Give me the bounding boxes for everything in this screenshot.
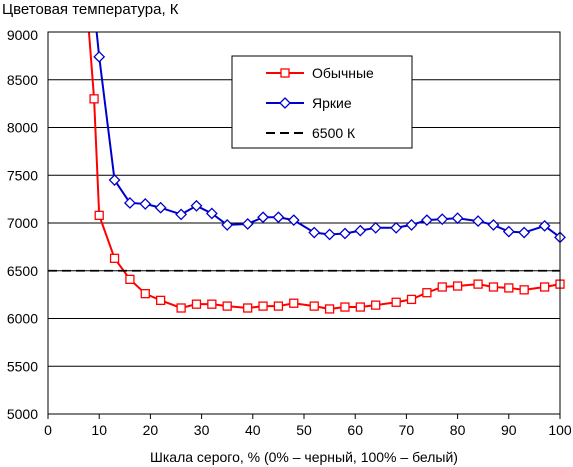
data-point bbox=[406, 294, 417, 305]
data-point bbox=[504, 283, 514, 293]
x-tick-label: 100 bbox=[548, 422, 572, 438]
data-point bbox=[451, 212, 464, 225]
x-tick-label: 40 bbox=[245, 422, 261, 438]
data-point bbox=[339, 227, 351, 240]
data-point bbox=[89, 94, 99, 104]
legend-label: Обычные bbox=[312, 65, 374, 81]
x-axis-label: Шкала серого, % (0% – черный, 100% – бел… bbox=[150, 449, 458, 465]
series-layer bbox=[48, 31, 566, 314]
data-point bbox=[287, 214, 300, 227]
data-point bbox=[472, 215, 484, 228]
chart-title: Цветовая температура, К bbox=[2, 1, 179, 18]
data-point bbox=[538, 219, 551, 232]
data-point bbox=[324, 304, 335, 314]
data-point bbox=[222, 301, 232, 311]
data-point bbox=[355, 302, 365, 312]
y-tick-label: 5000 bbox=[7, 406, 38, 422]
data-point bbox=[154, 201, 167, 214]
legend-label: 6500 К bbox=[312, 125, 356, 141]
data-point bbox=[221, 218, 234, 231]
legend-marker bbox=[280, 68, 290, 78]
data-point bbox=[390, 221, 403, 234]
x-tick-label: 80 bbox=[450, 422, 466, 438]
data-point bbox=[369, 221, 382, 234]
x-tick-label: 50 bbox=[296, 422, 312, 438]
data-point bbox=[108, 174, 121, 186]
data-point bbox=[405, 218, 418, 231]
x-tick-label: 10 bbox=[91, 422, 107, 438]
x-tick-label: 90 bbox=[501, 422, 517, 438]
data-point bbox=[241, 218, 254, 230]
data-point bbox=[488, 282, 499, 292]
data-point bbox=[420, 214, 433, 227]
data-point bbox=[473, 279, 483, 289]
y-tick-label: 5500 bbox=[7, 358, 38, 374]
data-point bbox=[308, 226, 321, 239]
data-point bbox=[243, 303, 253, 313]
x-tick-label: 20 bbox=[143, 422, 159, 438]
data-point bbox=[354, 224, 367, 237]
data-point bbox=[272, 211, 285, 224]
plot-frame bbox=[47, 31, 561, 415]
y-tick-label: 6000 bbox=[7, 311, 38, 327]
data-point bbox=[125, 274, 135, 284]
data-point bbox=[422, 288, 432, 298]
data-point bbox=[437, 282, 447, 292]
data-point bbox=[539, 282, 550, 292]
data-point bbox=[487, 218, 500, 231]
data-point bbox=[94, 210, 104, 221]
data-point bbox=[519, 285, 529, 295]
y-tick-label: 8000 bbox=[7, 120, 38, 136]
data-point bbox=[340, 302, 350, 312]
legend: Обычные Яркие 6500 К bbox=[231, 55, 413, 149]
x-tick-label: 60 bbox=[347, 422, 363, 438]
data-point bbox=[502, 225, 515, 238]
legend-marker bbox=[279, 97, 291, 109]
data-point bbox=[109, 253, 120, 263]
data-point bbox=[323, 228, 336, 241]
y-tick-label: 8500 bbox=[7, 72, 38, 88]
x-tick-label: 0 bbox=[44, 422, 52, 438]
y-tick-label: 6500 bbox=[7, 263, 38, 279]
data-point bbox=[175, 208, 188, 221]
data-point bbox=[139, 197, 152, 210]
data-point bbox=[207, 299, 217, 309]
data-point bbox=[273, 301, 284, 311]
data-point bbox=[309, 301, 319, 311]
x-tick-label: 30 bbox=[194, 422, 210, 438]
data-point bbox=[289, 298, 299, 308]
data-point bbox=[391, 297, 401, 307]
data-point bbox=[176, 303, 186, 313]
data-point bbox=[257, 211, 269, 224]
data-point bbox=[371, 300, 381, 310]
y-tick-label: 7500 bbox=[7, 167, 38, 183]
data-point bbox=[155, 295, 166, 306]
x-tick-label: 70 bbox=[399, 422, 415, 438]
y-tick-label: 7000 bbox=[7, 215, 38, 231]
series-square bbox=[87, 31, 565, 314]
data-point bbox=[191, 299, 202, 309]
tick-labels: 5000 5500 6000 6500 7000 7500 8000 8500 9000 0 10 2… bbox=[7, 27, 572, 438]
data-point bbox=[124, 197, 136, 209]
legend-label: Яркие bbox=[312, 95, 352, 111]
data-point bbox=[93, 50, 106, 63]
data-point bbox=[205, 207, 218, 220]
data-point bbox=[258, 301, 268, 311]
data-point bbox=[190, 199, 203, 212]
legend-box bbox=[231, 55, 413, 149]
data-point bbox=[452, 281, 463, 291]
y-tick-label: 9000 bbox=[7, 27, 38, 43]
data-point bbox=[518, 226, 531, 239]
series-diamond bbox=[93, 31, 566, 244]
data-point bbox=[436, 213, 449, 226]
data-point bbox=[140, 289, 150, 299]
